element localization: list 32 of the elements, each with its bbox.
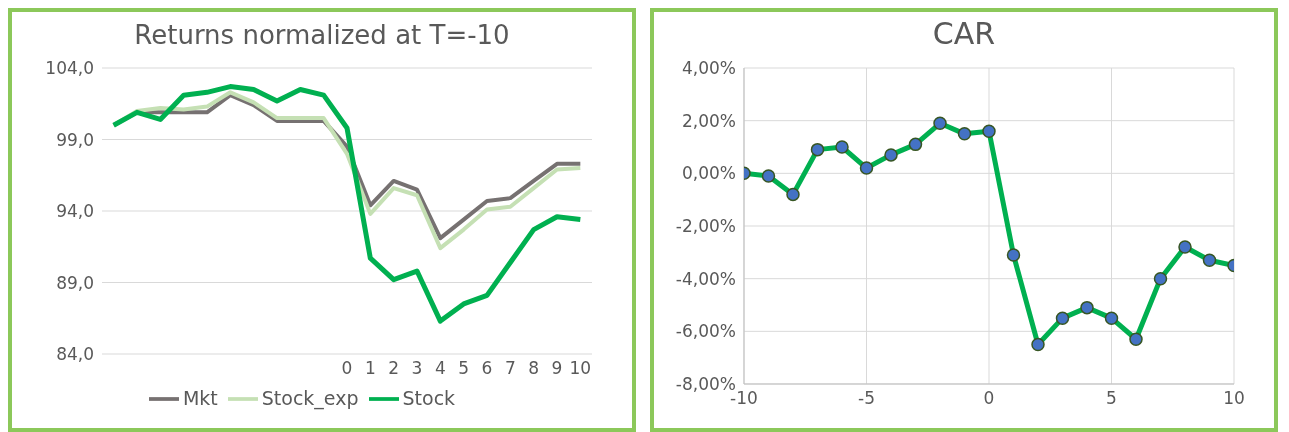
x-tick-label: 5 [1106, 388, 1117, 409]
y-tick-label: -2,00% [675, 216, 736, 237]
x-tick-label: 9 [551, 358, 563, 379]
y-tick-label: -8,00% [675, 374, 736, 395]
y-tick-label: -4,00% [675, 268, 736, 289]
y-tick-label: 84,0 [56, 344, 94, 365]
x-tick-label: 0 [341, 358, 353, 379]
x-tick-label: 1 [364, 358, 376, 379]
x-tick-label: 6 [481, 358, 493, 379]
x-tick-label: 0 [983, 388, 995, 409]
y-tick-label: 89,0 [56, 272, 94, 293]
x-tick-label: 7 [504, 358, 516, 379]
x-tick-label: 2 [388, 358, 400, 379]
y-tick-label: 0,00% [681, 163, 736, 184]
x-tick-label: 8 [528, 358, 540, 379]
x-tick-label: 5 [458, 358, 470, 379]
legend-label: Stock_exp [261, 386, 359, 409]
y-tick-label: 104,0 [45, 58, 94, 79]
y-tick-label: 99,0 [56, 129, 94, 150]
x-tick-label: -5 [858, 388, 875, 409]
x-tick-label: 10 [1223, 388, 1245, 409]
x-tick-label: 10 [569, 358, 592, 379]
y-tick-label: 2,00% [681, 110, 736, 131]
legend-label: Stock [402, 386, 456, 409]
legend-label: Mkt [182, 386, 218, 409]
chart-title: Returns normalized at T=-10 [134, 20, 510, 50]
y-tick-label: 94,0 [56, 201, 94, 222]
y-tick-label: -6,00% [675, 321, 736, 342]
y-tick-label: 4,00% [681, 58, 736, 79]
chart-title: CAR [932, 16, 996, 51]
x-tick-label: 4 [434, 358, 446, 379]
x-tick-label: 3 [411, 358, 423, 379]
